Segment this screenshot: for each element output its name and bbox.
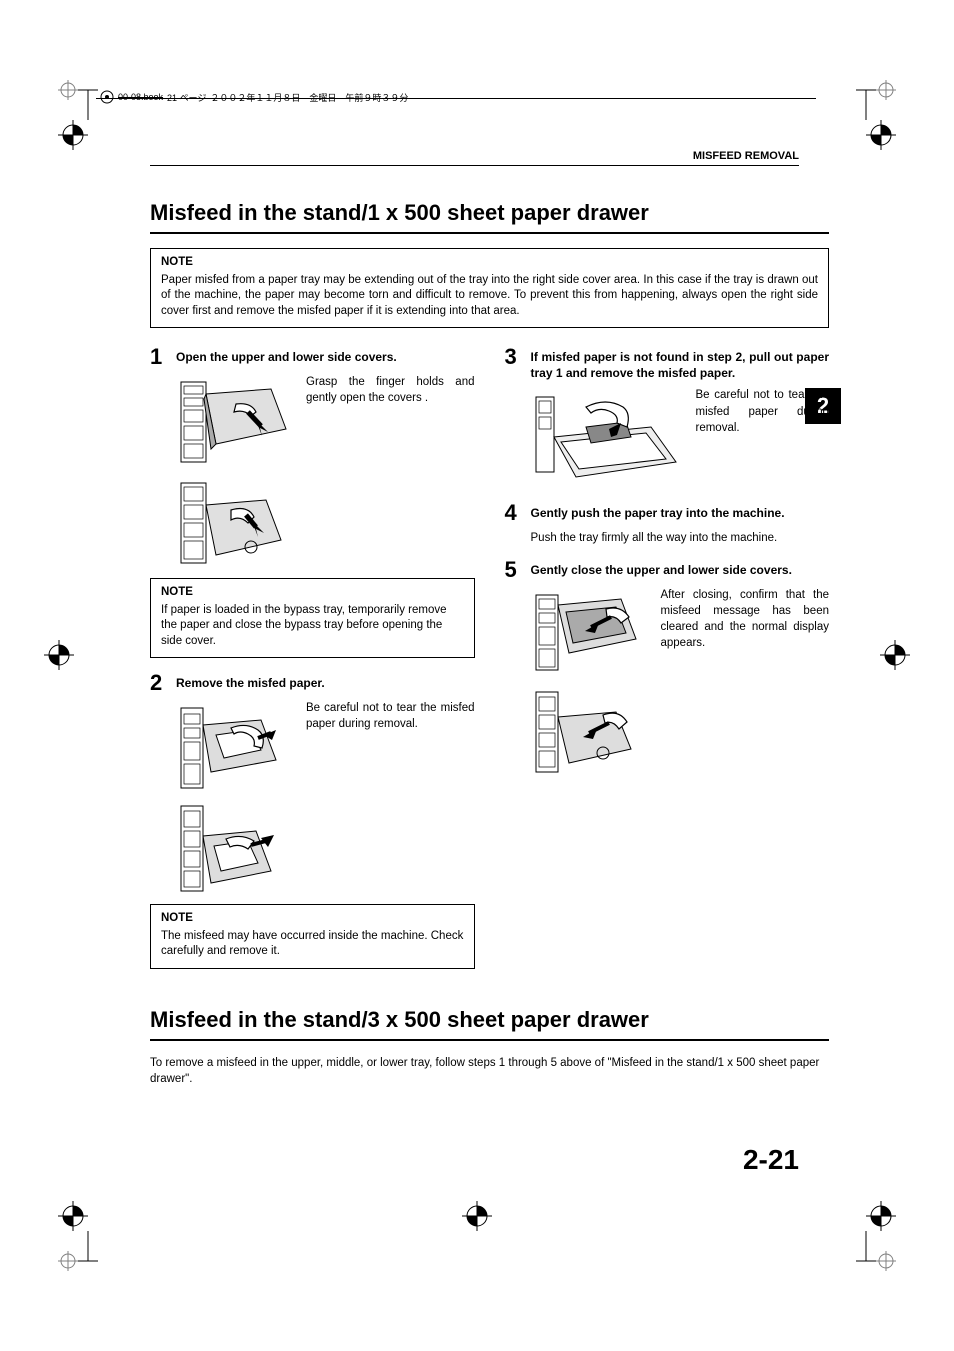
book-file: 00-08.book <box>118 92 163 102</box>
note-top: NOTE Paper misfed from a paper tray may … <box>150 248 829 328</box>
step-title: Gently push the paper tray into the mach… <box>531 502 785 524</box>
imprint-header: 00-08.book 21 ページ ２００２年１１月８日 金曜日 午前９時３９分 <box>100 90 408 104</box>
step-5: 5 Gently close the upper and lower side … <box>505 559 830 581</box>
illustration-remove-upper <box>176 700 296 795</box>
step-title: If misfed paper is not found in step 2, … <box>531 346 830 381</box>
note-1: NOTE If paper is loaded in the bypass tr… <box>150 578 475 658</box>
step-num: 5 <box>505 559 523 581</box>
reg-mark-bl <box>58 1201 88 1231</box>
note-text: If paper is loaded in the bypass tray, t… <box>161 603 464 650</box>
page-content: Misfeed in the stand/1 x 500 sheet paper… <box>150 200 829 1087</box>
step5-body: After closing, confirm that the misfeed … <box>661 587 830 777</box>
step-2: 2 Remove the misfed paper. <box>150 672 475 694</box>
page-number: 2-21 <box>743 1144 799 1176</box>
section2-rule <box>150 1039 829 1041</box>
reg-mark-mr <box>880 640 910 670</box>
section1-rule <box>150 232 829 234</box>
crop-mark-bl <box>58 1231 98 1271</box>
note-label: NOTE <box>161 585 464 601</box>
reg-mark-br <box>866 1201 896 1231</box>
step-3: 3 If misfed paper is not found in step 2… <box>505 346 830 381</box>
crop-mark-br <box>856 1231 896 1271</box>
note-label: NOTE <box>161 255 818 271</box>
two-columns: 1 Open the upper and lower side covers. <box>150 346 829 983</box>
running-head-rule <box>150 165 799 166</box>
step-num: 4 <box>505 502 523 524</box>
step-num: 3 <box>505 346 523 381</box>
note-text: Paper misfed from a paper tray may be ex… <box>161 273 818 320</box>
step-num: 2 <box>150 672 168 694</box>
page-jp: 21 ページ <box>167 91 206 104</box>
step-title: Remove the misfed paper. <box>176 672 325 694</box>
step1-body: Grasp the finger holds and gently open t… <box>306 374 475 570</box>
reg-mark-tr <box>866 120 896 150</box>
step2-body: Be careful not to tear the misfed paper … <box>306 700 475 896</box>
note-text: The misfeed may have occurred inside the… <box>161 929 464 960</box>
left-column: 1 Open the upper and lower side covers. <box>150 346 475 983</box>
note-2: NOTE The misfeed may have occurred insid… <box>150 904 475 969</box>
illustration-pull-tray <box>531 387 686 482</box>
step2-figtext: Be careful not to tear the misfed paper … <box>150 700 475 896</box>
step-1: 1 Open the upper and lower side covers. <box>150 346 475 368</box>
note-label: NOTE <box>161 911 464 927</box>
section2-body: To remove a misfeed in the upper, middle… <box>150 1055 829 1087</box>
step3-body: Be careful not to tear the misfed paper … <box>696 387 830 482</box>
reg-mark-tl <box>58 120 88 150</box>
illustration-close-upper <box>531 587 651 677</box>
illustration-remove-lower <box>176 801 296 896</box>
step-title: Open the upper and lower side covers. <box>176 346 397 368</box>
step3-figtext: Be careful not to tear the misfed paper … <box>505 387 830 482</box>
section2: Misfeed in the stand/3 x 500 sheet paper… <box>150 1007 829 1087</box>
section2-title: Misfeed in the stand/3 x 500 sheet paper… <box>150 1007 829 1033</box>
step4-body: Push the tray firmly all the way into th… <box>505 530 830 546</box>
reg-mark-bc <box>462 1201 492 1231</box>
section1-title: Misfeed in the stand/1 x 500 sheet paper… <box>150 200 829 226</box>
crop-mark-tr <box>856 80 896 120</box>
illustration-open-upper <box>176 374 296 469</box>
step5-figtext: After closing, confirm that the misfeed … <box>505 587 830 777</box>
illustration-close-lower <box>531 687 651 777</box>
running-head: MISFEED REMOVAL <box>693 150 799 162</box>
imprint-underline <box>96 98 816 99</box>
reg-mark-ml <box>44 640 74 670</box>
step-num: 1 <box>150 346 168 368</box>
crop-mark-tl <box>58 80 98 120</box>
illustration-open-lower <box>176 475 296 570</box>
date-jp: ２００２年１１月８日 金曜日 午前９時３９分 <box>210 91 408 104</box>
step-4: 4 Gently push the paper tray into the ma… <box>505 502 830 524</box>
step-title: Gently close the upper and lower side co… <box>531 559 792 581</box>
right-column: 3 If misfed paper is not found in step 2… <box>505 346 830 983</box>
step1-figtext: Grasp the finger holds and gently open t… <box>150 374 475 570</box>
